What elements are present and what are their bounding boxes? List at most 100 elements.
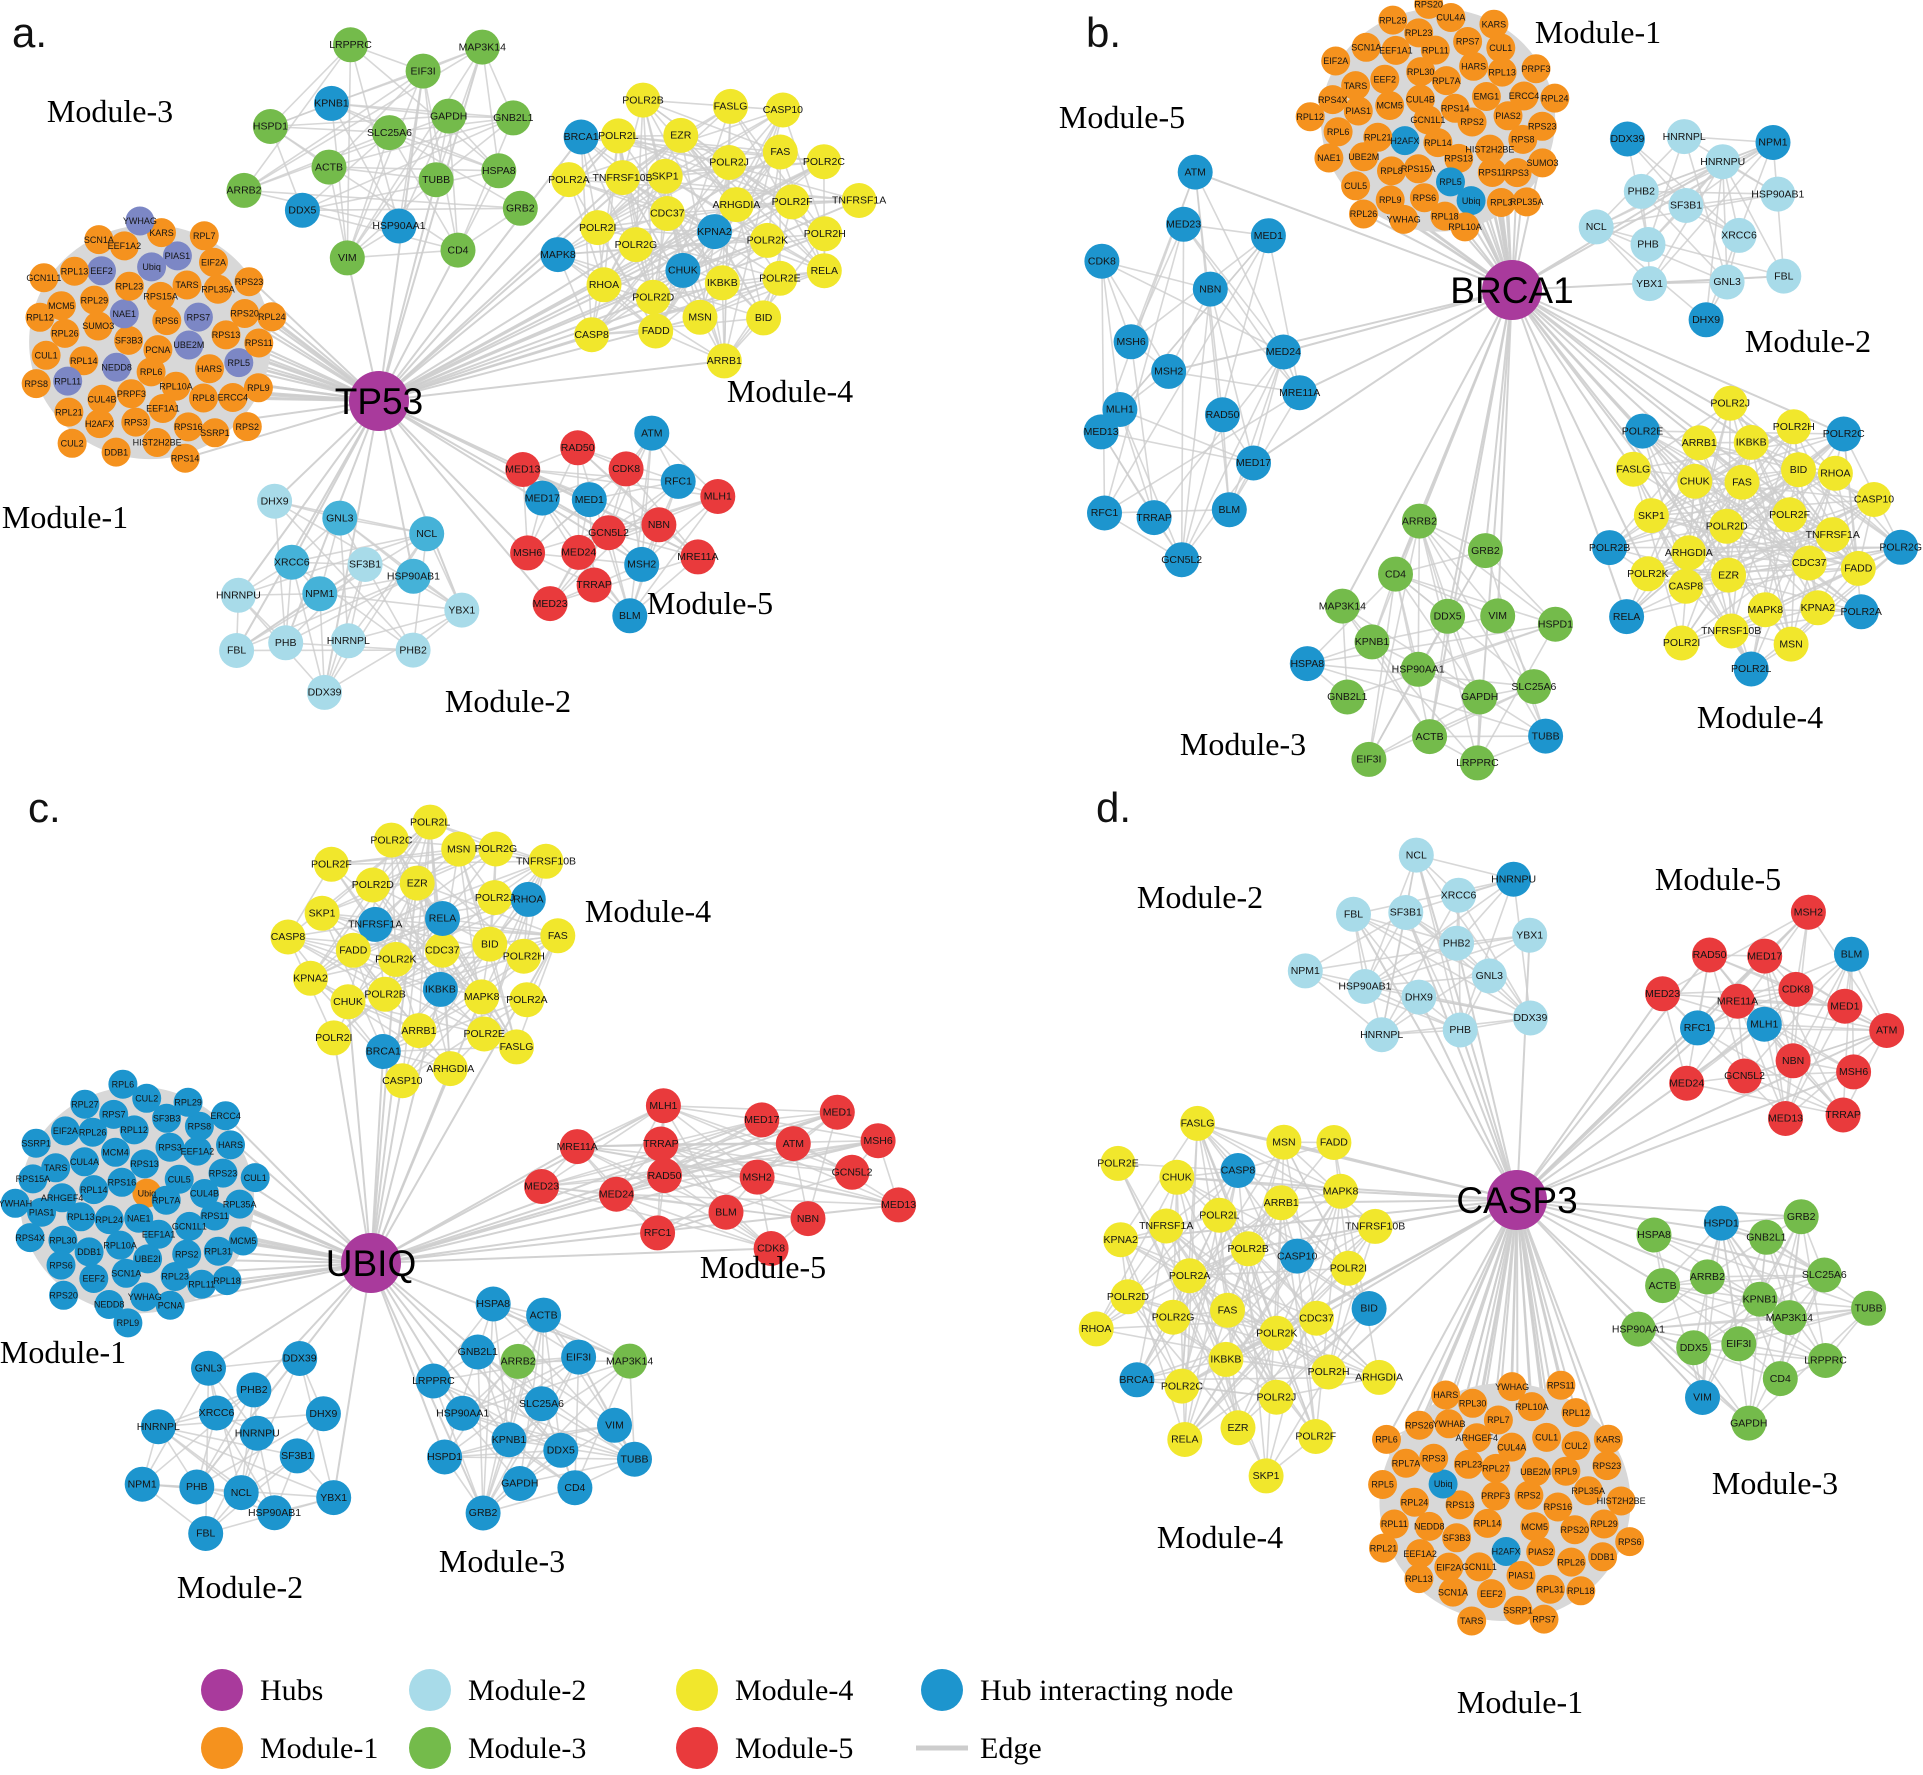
node-label-BLM: BLM [715,1206,737,1218]
node-CUL4B [87,384,117,414]
node-CHUK [1677,463,1713,499]
node-label-MCM5: MCM5 [1376,101,1403,111]
node-POLR2I [1664,625,1700,661]
hub-node-UBIQ [341,1233,401,1293]
node-label-NPM1: NPM1 [305,588,334,600]
node-RPL23 [114,271,144,301]
node-SSRP1 [1503,1595,1533,1625]
node-RPL31 [1535,1574,1565,1604]
node-RPS20 [1414,0,1444,19]
node-label-MSN: MSN [688,312,711,324]
node-RPL18 [1566,1576,1596,1606]
node-label-EIF2A: EIF2A [1436,1562,1461,1572]
node-label-MED1: MED1 [823,1106,852,1118]
node-label-MAP3K14: MAP3K14 [459,41,506,53]
node-GRB2 [502,190,538,226]
node-PHB2 [1623,173,1659,209]
node-label-MAPK8: MAPK8 [464,991,500,1003]
node-PIAS1 [1343,96,1373,126]
node-label-HIST2H2BE: HIST2H2BE [1465,144,1514,154]
node-MRE11A [1720,983,1755,1019]
node-MCM5 [1375,91,1405,120]
node-POLR2K [1259,1315,1295,1351]
node-label-DDB1: DDB1 [77,1247,101,1257]
node-label-GNB2L1: GNB2L1 [493,112,533,124]
node-TRRAP [643,1126,679,1162]
node-label-YBX1: YBX1 [320,1492,347,1504]
node-RPL10A [161,371,191,401]
node-Ubiq [1456,186,1486,216]
node-FBL [1336,896,1371,932]
node-NAE1 [1314,143,1344,173]
node-label-UBE2I: UBE2I [135,1254,161,1264]
node-POLR2K [1630,556,1666,592]
node-BID [472,926,508,962]
node-label-MAP3K14: MAP3K14 [606,1355,653,1367]
node-label-BID: BID [755,312,773,324]
node-RPS3 [1502,158,1532,188]
node-CHUK [1159,1159,1195,1195]
node-DDX5 [1676,1330,1712,1366]
node-ARRB1 [706,343,742,379]
node-HSP90AA1 [445,1395,481,1431]
node-label-HARS: HARS [197,364,222,374]
node-label-RPL14: RPL14 [80,1185,108,1195]
node-PHB2 [236,1372,272,1408]
node-MCM4 [101,1137,130,1167]
node-label-XRCC6: XRCC6 [1441,889,1477,901]
node-RPL21 [54,397,84,427]
node-label-ACTB: ACTB [315,161,343,173]
node-RPL5 [1436,167,1465,197]
node-label-ARRB2: ARRB2 [501,1356,536,1368]
node-MED17 [744,1102,780,1138]
node-MAP3K14 [1771,1300,1807,1336]
node-label-RAD50: RAD50 [561,442,595,454]
node-YWHAG [125,206,155,236]
node-POLR2C [1164,1368,1200,1404]
node-label-RPS20: RPS20 [1414,0,1443,10]
node-label-NBN: NBN [1782,1055,1804,1067]
node-NPM1 [1287,953,1323,989]
node-FAS [540,918,576,954]
node-GAPDH [1731,1405,1767,1441]
node-label-EEF2: EEF2 [1374,74,1397,84]
node-HARS [216,1130,245,1160]
node-POLR2A [1172,1258,1208,1294]
node-label-RPL23: RPL23 [1405,28,1433,38]
node-label-PHB2: PHB2 [1443,937,1471,949]
hub-label-TP53: TP53 [335,381,423,422]
node-TARS [1457,1606,1487,1636]
node-RPL35A [225,1189,255,1219]
node-RPL13 [1404,1564,1434,1594]
node-label-FASLG: FASLG [500,1041,534,1053]
node-label-BID: BID [1360,1303,1378,1315]
node-label-KPNB1: KPNB1 [314,98,349,110]
node-label-NCL: NCL [1586,221,1607,233]
node-NBN [790,1201,826,1237]
node-label-DDX39: DDX39 [283,1353,317,1365]
node-label-GCN1L1: GCN1L1 [172,1222,207,1232]
node-RPS2 [172,1239,202,1269]
node-FASLG [1615,451,1651,487]
node-BRCA1 [563,119,599,155]
hub-node-TP53 [349,371,409,431]
node-RPL21 [1369,1533,1398,1563]
node-label-CD4: CD4 [447,244,468,256]
node-label-RPS23: RPS23 [209,1168,238,1178]
node-CD4 [557,1470,593,1506]
node-RPL12 [1295,102,1325,132]
node-label-GCN1L1: GCN1L1 [26,273,61,283]
node-RPS4X [15,1223,45,1253]
node-label-POLR2H: POLR2H [503,950,545,962]
node-SCN1A [1351,32,1381,62]
node-label-MCM4: MCM4 [102,1148,129,1158]
node-label-MED24: MED24 [599,1188,634,1200]
node-label-YWHAG: YWHAG [128,1292,162,1302]
node-CUL4A [1436,3,1466,32]
node-label-SKP1: SKP1 [1253,1470,1280,1482]
node-label-CD4: CD4 [1385,568,1406,580]
node-RPL12 [25,302,55,332]
node-NBN [1775,1043,1811,1079]
node-CUL2 [1561,1431,1591,1461]
node-RPL24 [1540,83,1570,113]
